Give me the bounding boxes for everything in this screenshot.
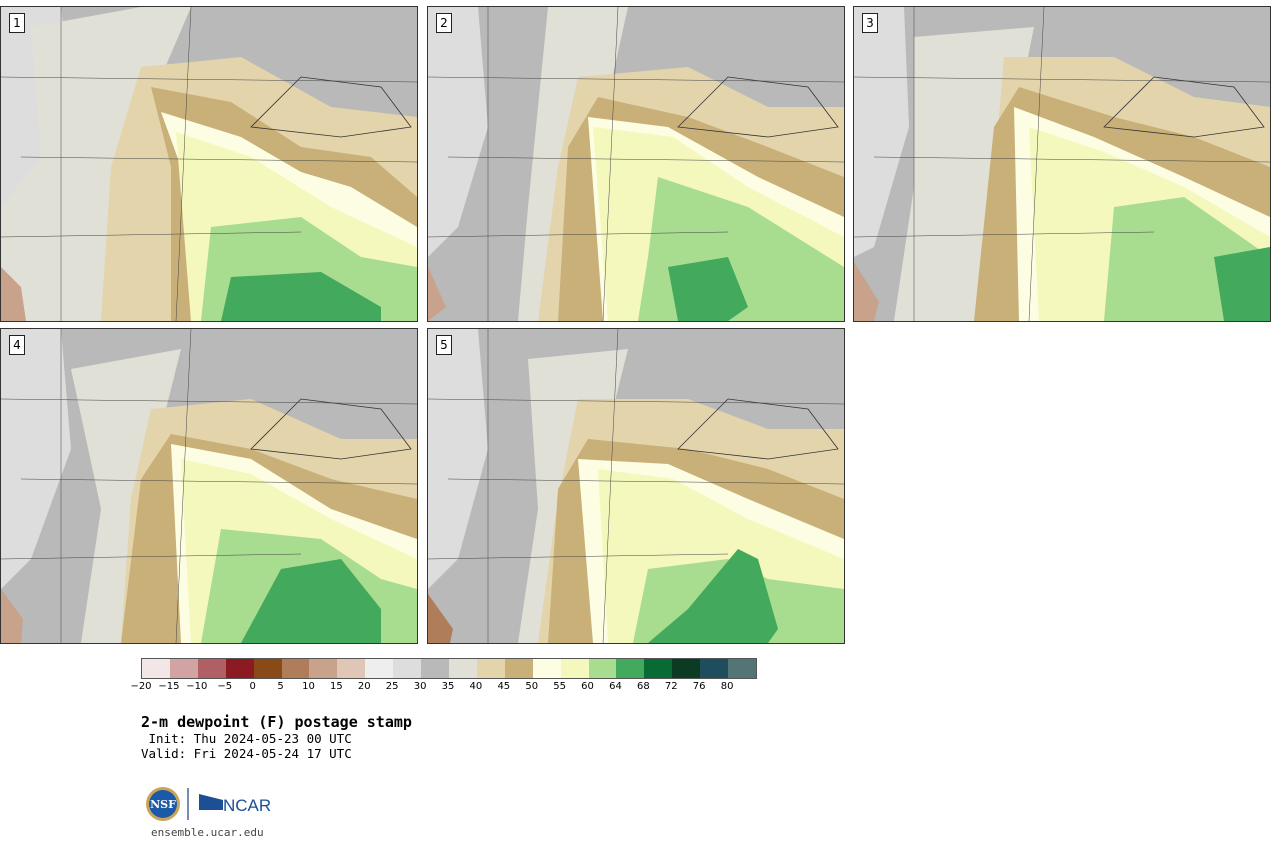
colorbar-swatch [421,659,449,678]
colorbar-tick-label: 45 [497,681,511,692]
colorbar-tick-label: 76 [692,681,706,692]
colorbar-swatch [728,659,756,678]
colorbar-tick-label: 20 [357,681,371,692]
colorbar-tick-label: 35 [441,681,455,692]
colorbar-swatch [225,659,254,678]
colorbar-tick-label: 64 [609,681,622,692]
dewpoint-map-3 [854,7,1270,321]
dewpoint-map-5 [428,329,844,643]
colorbar-swatch [169,659,198,678]
colorbar-swatch [142,659,170,678]
member-number: 3 [862,13,878,33]
ensemble-member-panel-5: 5 [427,328,845,644]
member-number: 5 [436,335,452,355]
colorbar-swatch [700,659,729,678]
colorbar-tick-label: 0 [249,681,256,692]
member-number: 2 [436,13,452,33]
ensemble-member-panel-2: 2 [427,6,845,322]
ensemble-member-panel-1: 1 [0,6,418,322]
colorbar-tick-label: −5 [217,681,233,692]
colorbar-swatch [644,659,673,678]
member-number: 1 [9,13,25,33]
colorbar-tick-label: 15 [329,681,343,692]
colorbar-swatch [560,659,589,678]
colorbar-swatch [504,659,533,678]
colorbar-swatch [393,659,422,678]
ensemble-member-panel-4: 4 [0,328,418,644]
ncar-logo-text: NCAR [223,796,271,815]
colorbar-tick-label: 40 [469,681,483,692]
nsf-ncar-logo: NSF NCAR [146,787,271,821]
colorbar-swatch [253,659,282,678]
nsf-logo-text: NSF [150,798,176,811]
colorbar-swatch [281,659,310,678]
dewpoint-map-1 [1,7,417,321]
colorbar-swatch [588,659,617,678]
sponsor-logos: NSF NCAR [145,786,275,822]
dewpoint-map-2 [428,7,844,321]
colorbar-tick-label: 55 [553,681,566,692]
colorbar-tick-label: 30 [413,681,427,692]
colorbar-tick-label: −20 [130,681,152,692]
colorbar-swatch [365,659,394,678]
member-number: 4 [9,335,25,355]
dewpoint-map-4 [1,329,417,643]
colorbar-tick-label: 5 [277,681,284,692]
colorbar-swatch [616,659,645,678]
colorbar-tick-label: 68 [636,681,650,692]
colorbar-tick-label: 72 [664,681,678,692]
valid-time: Valid: Fri 2024-05-24 17 UTC [141,746,352,761]
colorbar-tick-label: −10 [186,681,208,692]
colorbar-swatch [448,659,477,678]
colorbar-tick-label: 60 [581,681,594,692]
colorbar-swatch [476,659,505,678]
colorbar-tick-label: 10 [302,681,315,692]
colorbar-tick-label: 50 [525,681,539,692]
colorbar-tick-label: 80 [720,681,734,692]
colorbar-tick-label: −15 [158,681,180,692]
colorbar-swatch [672,659,701,678]
colorbar-tick-label: 25 [385,681,399,692]
ensemble-member-panel-3: 3 [853,6,1271,322]
colorbar-tick-labels: −20 −15 −10 −5 0 5 10 15 20 25 30 35 40 45 50 55 60 64 68 7… [130,681,755,695]
init-time: Init: Thu 2024-05-23 00 UTC [141,731,352,746]
colorbar-swatch [309,659,338,678]
colorbar-swatch [337,659,366,678]
dewpoint-colorbar [141,658,757,679]
colorbar-swatch [197,659,226,678]
colorbar-swatch [532,659,561,678]
plot-title: 2-m dewpoint (F) postage stamp [141,713,412,731]
website-url: ensemble.ucar.edu [151,826,264,839]
